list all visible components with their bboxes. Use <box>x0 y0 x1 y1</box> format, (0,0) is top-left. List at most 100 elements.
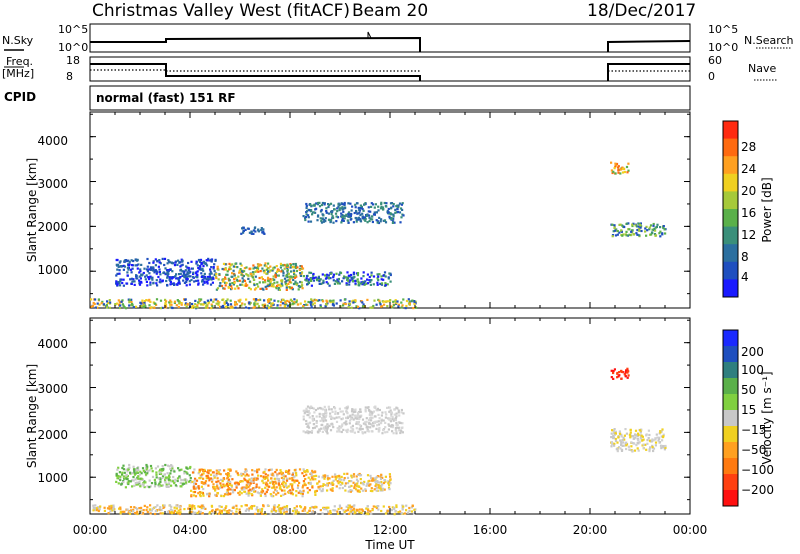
echo-cell <box>294 512 297 515</box>
echo-cell <box>386 300 389 303</box>
echo-cell <box>248 286 251 289</box>
echo-cell <box>350 506 353 509</box>
echo-cell <box>201 280 204 283</box>
echo-cell <box>395 415 398 418</box>
echo-cell <box>380 488 383 491</box>
echo-cell <box>349 202 352 205</box>
colorbar-swatch <box>723 362 738 379</box>
vel-cbar-tick-200: 200 <box>741 345 764 359</box>
echo-cell <box>236 481 239 484</box>
echo-cell <box>191 510 194 514</box>
echo-cell <box>143 471 146 474</box>
echo-cell <box>305 206 308 210</box>
echo-cell <box>361 212 364 215</box>
echo-cell <box>355 475 358 478</box>
echo-cell <box>332 221 335 224</box>
echo-cell <box>298 481 301 484</box>
echo-cell <box>350 306 353 309</box>
echo-cell <box>370 205 373 208</box>
echo-cell <box>121 466 124 470</box>
echo-cell <box>330 210 333 213</box>
echo-cell <box>315 207 318 210</box>
echo-cell <box>311 406 314 409</box>
echo-cell <box>664 232 667 235</box>
echo-cell <box>302 305 305 308</box>
echo-cell <box>266 483 269 486</box>
echo-cell <box>294 508 297 511</box>
echo-cell <box>292 282 296 286</box>
echo-cell <box>166 262 169 265</box>
echo-cell <box>324 425 327 428</box>
echo-cell <box>614 234 618 237</box>
echo-cell <box>357 281 360 285</box>
echo-cell <box>360 414 363 417</box>
echo-cell <box>631 435 634 438</box>
echo-cell <box>378 299 381 302</box>
echo-cell <box>174 478 177 481</box>
echo-cell <box>387 417 390 420</box>
echo-cell <box>206 275 209 279</box>
echo-cell <box>236 285 239 288</box>
echo-cell <box>295 269 298 273</box>
colorbar-swatch <box>723 209 738 228</box>
echo-cell <box>328 203 331 206</box>
echo-cell <box>621 171 625 174</box>
echo-cell <box>121 471 124 474</box>
echo-cell <box>223 469 226 472</box>
echo-cell <box>625 165 629 169</box>
echo-cell <box>617 165 620 168</box>
echo-cell <box>126 274 129 277</box>
echo-cell <box>190 505 193 508</box>
echo-cell <box>637 433 640 437</box>
echo-cell <box>193 479 196 482</box>
echo-cell <box>264 486 267 489</box>
echo-cell <box>304 215 308 219</box>
echo-cell <box>180 478 183 482</box>
echo-cell <box>365 484 368 487</box>
echo-cell <box>233 274 236 277</box>
echo-cell <box>384 512 388 515</box>
echo-cell <box>229 299 232 302</box>
echo-cell <box>201 473 204 476</box>
echo-cell <box>301 509 304 512</box>
echo-cell <box>213 476 216 479</box>
vel-cbar-tick-m15: −15 <box>741 423 766 437</box>
echo-cell <box>293 475 296 478</box>
echo-cell <box>286 508 289 511</box>
echo-cell <box>242 229 245 233</box>
echo-cell <box>312 299 315 302</box>
echo-cell <box>352 273 355 276</box>
echo-cell <box>271 302 274 305</box>
echo-cell <box>242 231 245 234</box>
echo-cell <box>309 478 312 481</box>
echo-cell <box>367 513 370 516</box>
echo-cell <box>260 227 263 230</box>
echo-cell <box>286 477 289 480</box>
echo-cell <box>185 273 188 276</box>
echo-cell <box>248 307 251 310</box>
echo-cell <box>361 509 364 512</box>
echo-cell <box>283 263 286 267</box>
echo-cell <box>245 469 248 472</box>
echo-cell <box>321 213 324 216</box>
echo-cell <box>285 288 288 291</box>
echo-cell <box>173 300 177 303</box>
echo-cell <box>198 468 201 471</box>
echo-cell <box>384 221 388 224</box>
echo-cell <box>194 303 197 306</box>
echo-cell <box>228 266 231 269</box>
echo-cell <box>151 475 155 478</box>
echo-cell <box>304 478 307 481</box>
echo-cell <box>149 485 152 488</box>
echo-cell <box>310 298 313 301</box>
echo-cell <box>212 487 215 490</box>
echo-cell <box>194 495 198 498</box>
echo-cell <box>382 278 385 281</box>
echo-cell <box>383 271 387 274</box>
echo-cell <box>366 505 369 508</box>
echo-cell <box>199 474 202 477</box>
echo-cell <box>326 474 329 478</box>
echo-cell <box>269 269 272 272</box>
echo-cell <box>293 272 296 275</box>
vel-ytick-4000: 4000 <box>37 337 68 351</box>
